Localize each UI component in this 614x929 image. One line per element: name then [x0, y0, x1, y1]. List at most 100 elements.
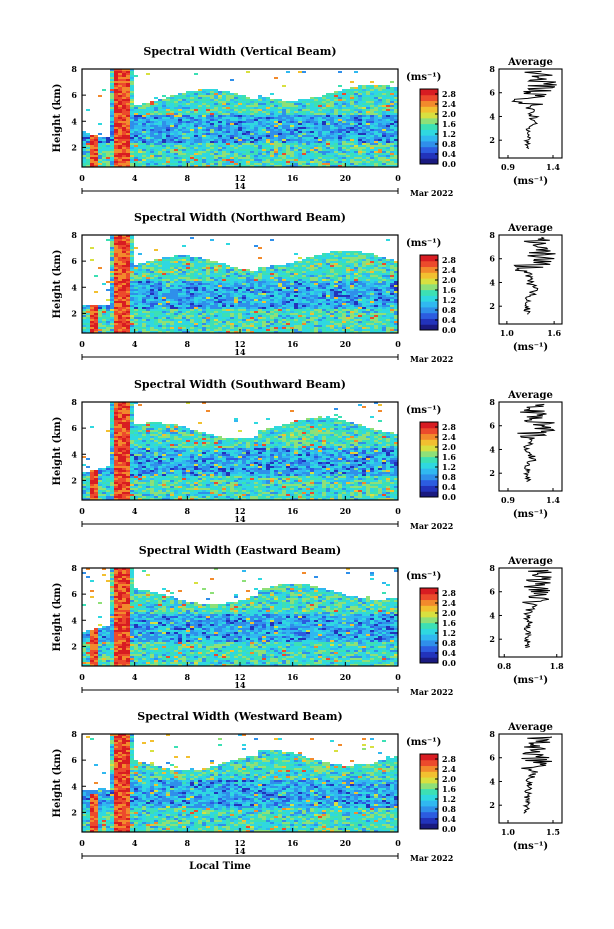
heatmap-cell [110, 241, 114, 243]
heatmap-cell [314, 137, 318, 139]
heatmap-cell [274, 143, 278, 145]
heatmap-cell [390, 151, 394, 153]
heatmap-cell [258, 323, 262, 325]
heatmap-cell [158, 149, 162, 151]
heatmap-cell [166, 257, 170, 259]
heatmap-cell [286, 307, 290, 309]
heatmap-cell [278, 293, 282, 295]
heatmap-cell [182, 107, 186, 109]
heatmap-cell [386, 101, 390, 103]
heatmap-cell [262, 287, 266, 289]
heatmap-cell [334, 117, 338, 119]
heatmap-cell [214, 111, 218, 113]
heatmap-cell [230, 287, 234, 289]
heatmap-cell [194, 151, 198, 153]
heatmap-cell [266, 317, 270, 319]
heatmap-cell [214, 311, 218, 313]
heatmap-cell [210, 131, 214, 133]
heatmap-cell [114, 321, 118, 323]
heatmap-cell [186, 155, 190, 157]
heatmap-cell [230, 107, 234, 109]
heatmap-cell [238, 141, 242, 143]
heatmap-cell [242, 307, 246, 309]
heatmap-cell [258, 293, 262, 295]
heatmap-cell [290, 125, 294, 127]
heatmap-cell [150, 295, 154, 297]
heatmap-cell [310, 257, 314, 259]
heatmap-cell [230, 307, 234, 309]
heatmap-cell [150, 271, 154, 273]
heatmap-cell [286, 141, 290, 143]
heatmap-cell [142, 137, 146, 139]
heatmap-cell [190, 107, 194, 109]
heatmap-cell [142, 317, 146, 319]
heatmap-cell [210, 239, 214, 241]
heatmap-cell [150, 277, 154, 279]
heatmap-cell [366, 87, 370, 89]
heatmap-cell [194, 287, 198, 289]
heatmap-cell [110, 85, 114, 87]
heatmap-cell [254, 317, 258, 319]
heatmap-cell [198, 295, 202, 297]
heatmap-cell [314, 325, 318, 327]
heatmap-cell [230, 299, 234, 301]
heatmap-cell [334, 165, 338, 167]
heatmap-cell [242, 297, 246, 299]
heatmap-cell [142, 323, 146, 325]
heatmap-cell [130, 159, 134, 161]
heatmap-cell [394, 159, 398, 161]
heatmap-cell [294, 131, 298, 133]
heatmap-cell [254, 107, 258, 109]
heatmap-cell [206, 133, 210, 135]
heatmap-cell [370, 91, 374, 93]
heatmap-cell [390, 161, 394, 163]
heatmap-cell [298, 117, 302, 119]
heatmap-cell [178, 263, 182, 265]
heatmap-cell [246, 99, 250, 101]
heatmap-cell [162, 123, 166, 125]
heatmap-cell [190, 119, 194, 121]
heatmap-cell [238, 291, 242, 293]
heatmap-cell [118, 253, 122, 255]
heatmap-cell [226, 133, 230, 135]
heatmap-cell [270, 265, 274, 267]
heatmap-cell [126, 261, 130, 263]
heatmap-cell [90, 247, 94, 249]
heatmap-cell [110, 103, 114, 105]
heatmap-cell [118, 289, 122, 291]
heatmap-cell [110, 283, 114, 285]
heatmap-cell [122, 119, 126, 121]
heatmap-cell [366, 115, 370, 117]
heatmap-cell [206, 263, 210, 265]
heatmap-cell [194, 281, 198, 283]
heatmap-cell [298, 139, 302, 141]
heatmap-cell [230, 301, 234, 303]
heatmap-cell [250, 153, 254, 155]
heatmap-cell [114, 83, 118, 85]
heatmap-cell [290, 163, 294, 165]
heatmap-cell [106, 309, 110, 311]
heatmap-cell [222, 99, 226, 101]
heatmap-cell [186, 323, 190, 325]
heatmap-cell [262, 305, 266, 307]
heatmap-cell [258, 281, 262, 283]
heatmap-cell [242, 149, 246, 151]
heatmap-cell [214, 149, 218, 151]
heatmap-cell [350, 161, 354, 163]
heatmap-cell [206, 119, 210, 121]
heatmap-cell [322, 155, 326, 157]
heatmap-cell [142, 275, 146, 277]
heatmap-cell [230, 137, 234, 139]
heatmap-cell [302, 143, 306, 145]
heatmap-cell [166, 311, 170, 313]
heatmap-cell [90, 259, 94, 261]
heatmap-cell [306, 135, 310, 137]
heatmap-cell [110, 297, 114, 299]
heatmap-cell [130, 281, 134, 283]
heatmap-cell [386, 165, 390, 167]
heatmap-cell [170, 129, 174, 131]
heatmap-cell [154, 279, 158, 281]
heatmap-cell [266, 159, 270, 161]
heatmap-cell [102, 323, 106, 325]
heatmap-cell [142, 109, 146, 111]
